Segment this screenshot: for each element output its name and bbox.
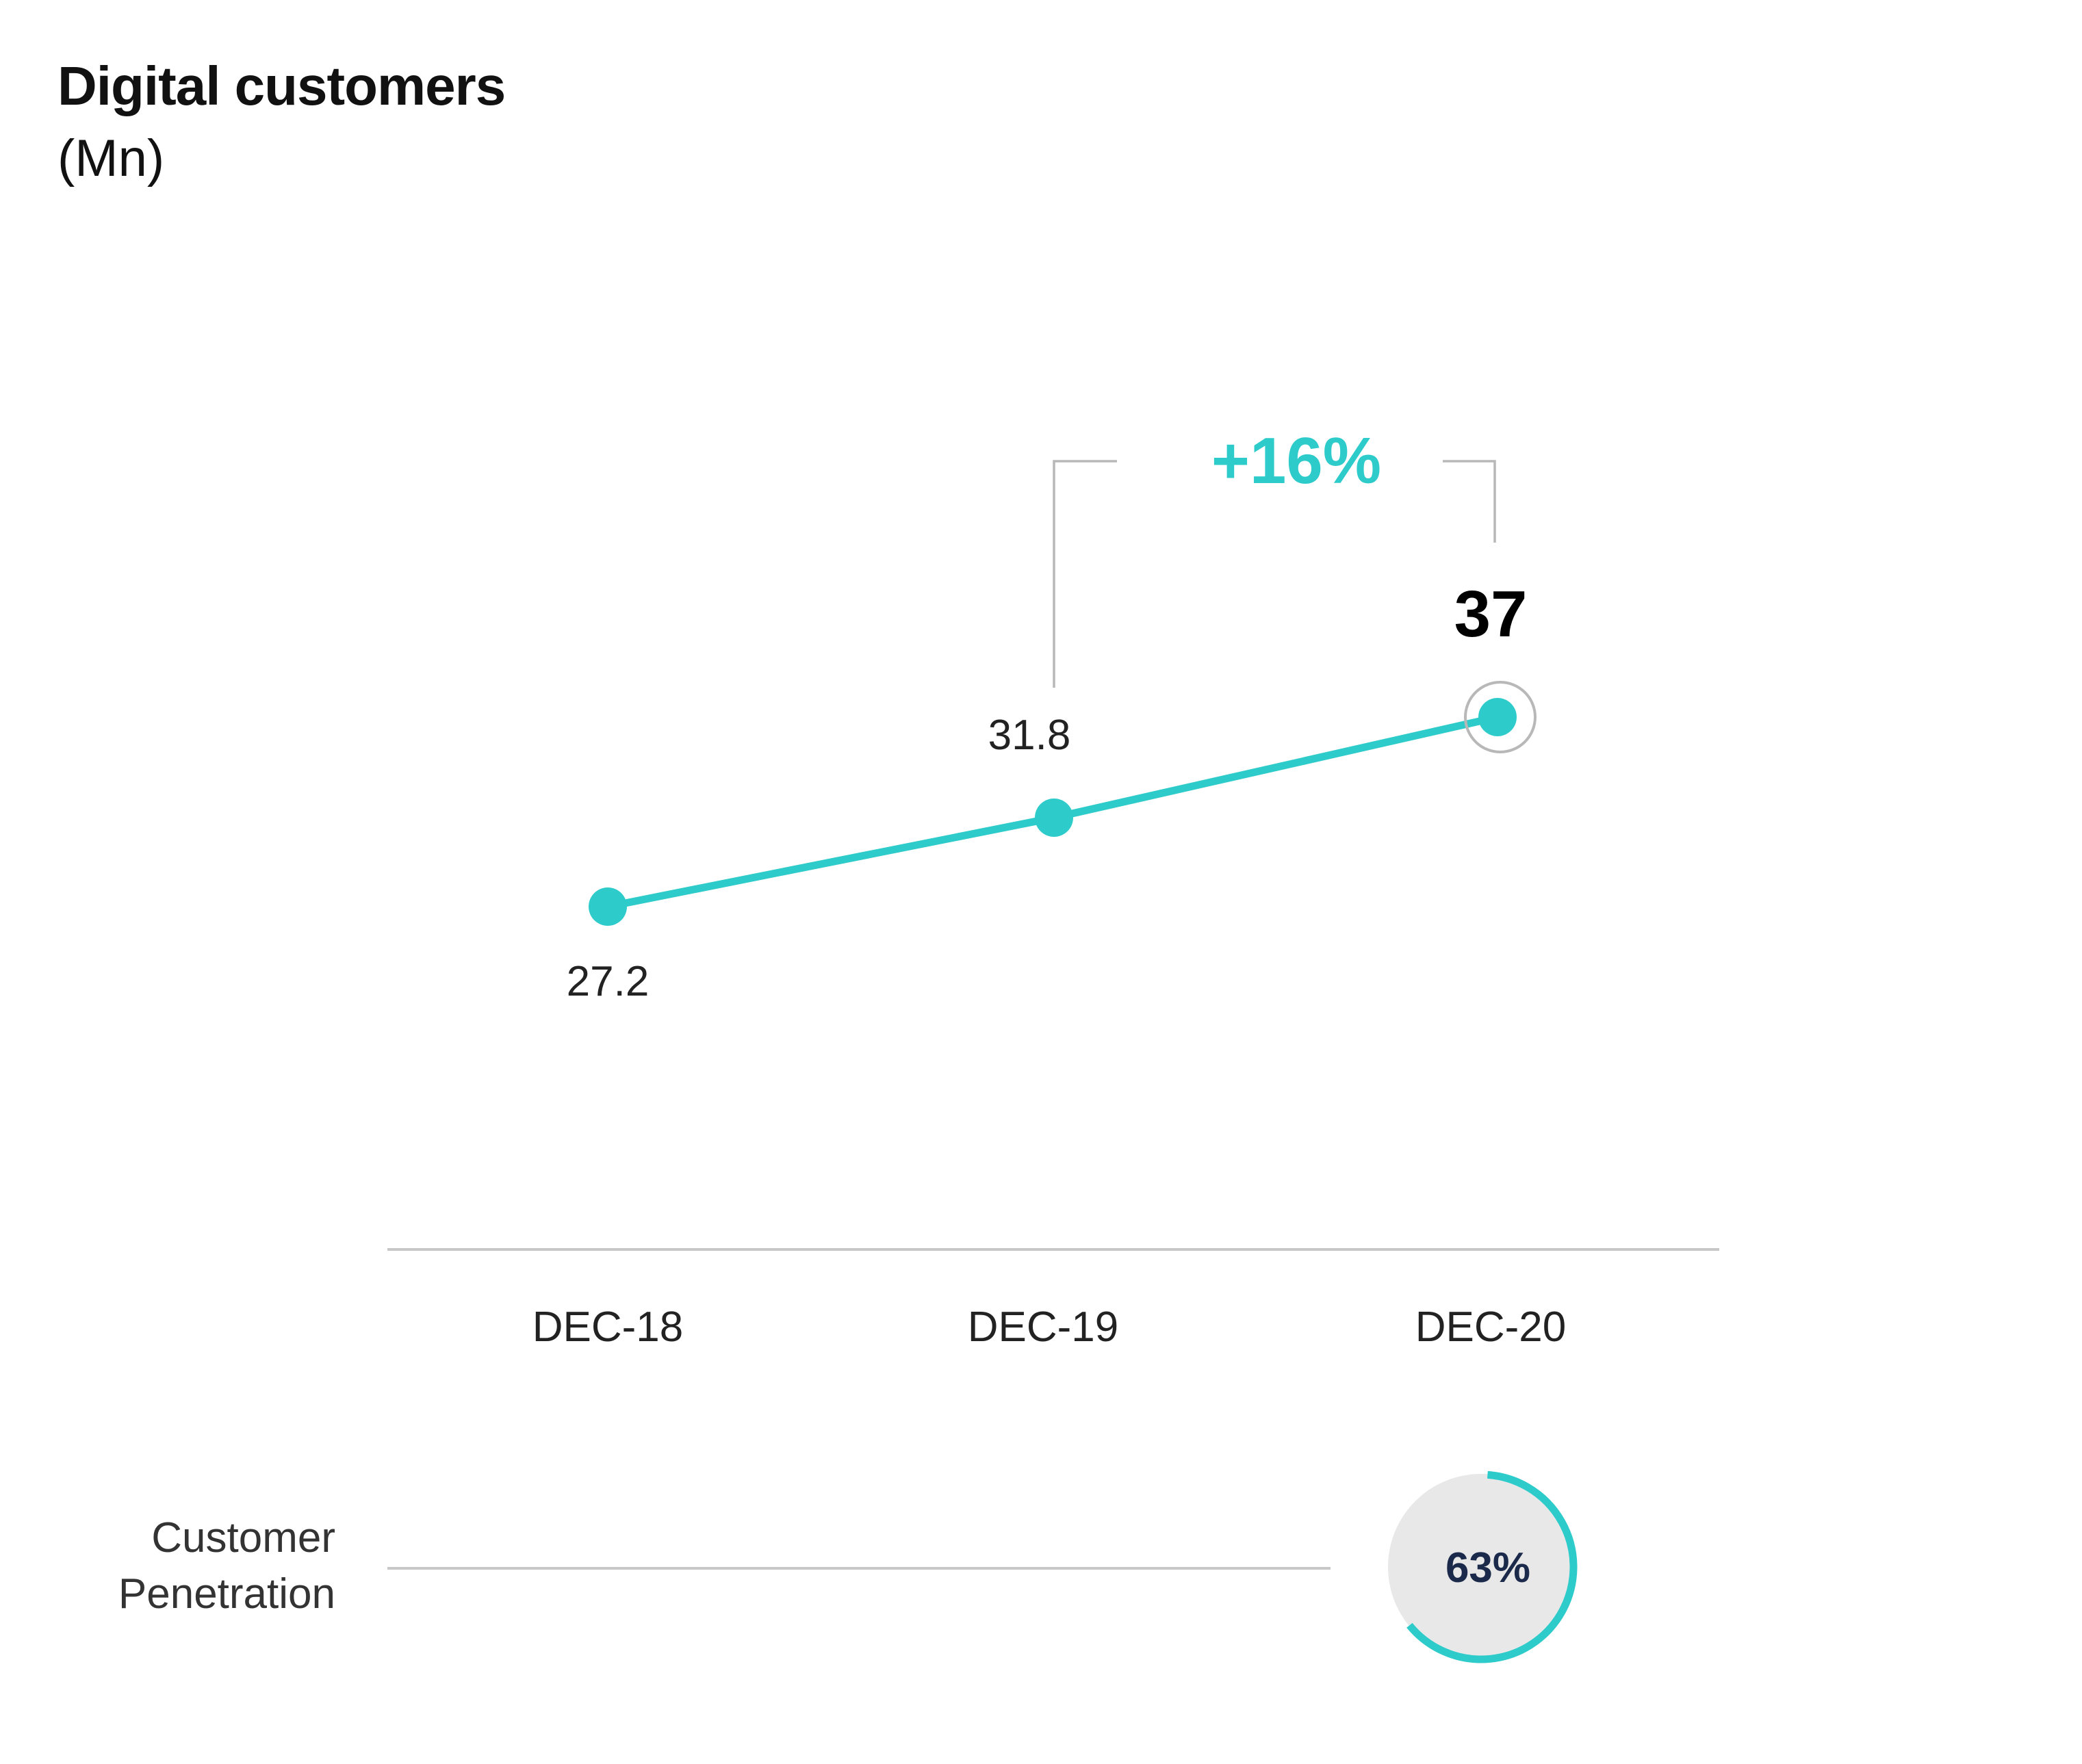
penetration-value: 63%	[1445, 1544, 1530, 1592]
x-tick-label: DEC-18	[532, 1303, 684, 1351]
data-point	[589, 887, 627, 926]
growth-label: +16%	[1211, 424, 1381, 497]
growth-bracket-left	[1053, 460, 1117, 688]
penetration-progress-arc	[1406, 1470, 1578, 1663]
penetration-circle	[1388, 1474, 1574, 1660]
data-label: 27.2	[567, 958, 650, 1005]
penetration-label: Penetration	[118, 1570, 335, 1618]
penetration-section: Customer Penetration 63%	[118, 1470, 1578, 1663]
highlight-ring	[1464, 681, 1537, 753]
data-point	[1478, 698, 1517, 736]
data-label: 37	[1454, 578, 1528, 651]
penetration-label: Customer	[151, 1514, 335, 1561]
plot-layer: DEC-18 DEC-19 DEC-20 +16% 27.2 31.8 37	[387, 424, 1719, 1351]
growth-bracket-right	[1443, 460, 1496, 543]
x-tick-label: DEC-20	[1415, 1303, 1567, 1351]
data-point	[1035, 798, 1073, 837]
x-tick-label: DEC-19	[968, 1303, 1119, 1351]
chart-title: Digital customers	[57, 55, 506, 116]
chart-unit: (Mn)	[57, 129, 165, 187]
data-label: 31.8	[988, 712, 1071, 759]
